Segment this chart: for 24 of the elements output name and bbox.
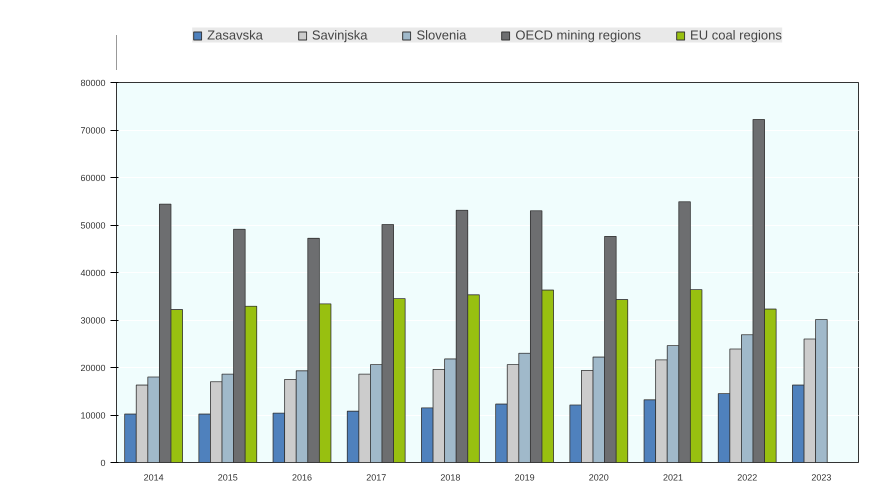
x-tick-label: 2019 — [514, 472, 535, 482]
legend-label: Zasavska — [207, 28, 263, 42]
y-tick-label: 50000 — [80, 220, 106, 230]
y-tick-label: 0 — [100, 458, 106, 468]
x-tick-label: 2021 — [662, 472, 684, 482]
y-tick-label: 20000 — [80, 363, 106, 373]
y-tick-label: 30000 — [80, 316, 106, 326]
legend-label: EU coal regions — [690, 28, 782, 42]
x-tick-label: 2018 — [440, 472, 460, 482]
y-tick-label: 70000 — [80, 126, 106, 136]
x-tick-label: 2020 — [588, 472, 609, 482]
legend-label: OECD mining regions — [515, 28, 642, 42]
x-tick-label: 2017 — [366, 472, 386, 482]
y-tick-label: 60000 — [80, 173, 106, 183]
y-tick-label: 40000 — [80, 268, 106, 278]
y-tick-label: 80000 — [80, 78, 106, 88]
legend-label: Savinjska — [312, 28, 368, 42]
x-tick-label: 2022 — [737, 472, 758, 482]
x-tick-label: 2016 — [292, 472, 312, 482]
x-tick-label: 2014 — [144, 472, 164, 482]
x-tick-label: 2023 — [811, 472, 832, 482]
legend-label: Slovenia — [416, 28, 466, 42]
y-tick-label: 10000 — [80, 410, 106, 420]
x-tick-label: 2015 — [218, 472, 238, 482]
